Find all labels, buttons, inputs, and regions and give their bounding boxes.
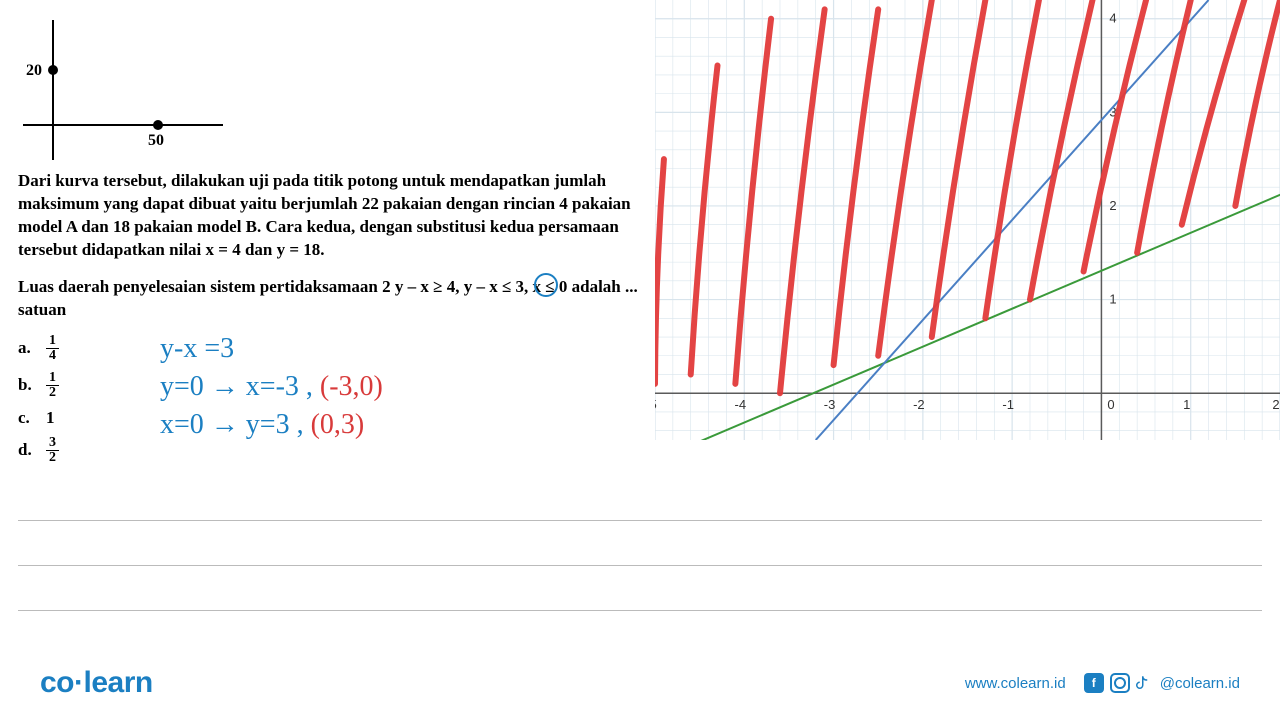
hw2a: y=0 → x=-3 , xyxy=(160,371,313,402)
handwritten-line-3: x=0 → y=3 , (0,3) xyxy=(160,406,383,444)
rule-2 xyxy=(18,565,1262,566)
svg-text:1: 1 xyxy=(1183,397,1190,412)
footer-url: www.colearn.id xyxy=(965,675,1066,692)
hw3a: x=0 → y=3 , xyxy=(160,409,304,440)
mini-axis-graph: 20 50 xyxy=(18,20,228,150)
mini-graph-svg xyxy=(18,20,228,170)
handwritten-line-2: y=0 → x=-3 , (-3,0) xyxy=(160,368,383,406)
logo-part-a: co xyxy=(40,666,74,699)
question-text: Luas daerah penyelesaian sistem pertidak… xyxy=(18,276,638,322)
svg-text:-3: -3 xyxy=(824,397,836,412)
option-fraction: 14 xyxy=(46,334,59,363)
svg-text:1: 1 xyxy=(1109,292,1116,307)
handwritten-work: y-x =3 y=0 → x=-3 , (-3,0) x=0 → y=3 , (… xyxy=(160,330,383,443)
option-letter: b. xyxy=(18,375,46,395)
footer: co·learn www.colearn.id f @colearn.id xyxy=(0,666,1280,700)
hw3b: (0,3) xyxy=(311,409,365,440)
circle-annotation xyxy=(534,273,558,297)
svg-text:-5: -5 xyxy=(655,397,657,412)
rule-3 xyxy=(18,610,1262,611)
facebook-icon: f xyxy=(1084,673,1104,693)
handwritten-line-1: y-x =3 xyxy=(160,330,383,368)
option-fraction: 32 xyxy=(46,436,59,465)
logo: co·learn xyxy=(40,666,153,700)
svg-text:-4: -4 xyxy=(735,397,747,412)
mini-x-label: 50 xyxy=(148,132,164,150)
footer-handle: @colearn.id xyxy=(1160,675,1240,692)
svg-text:2: 2 xyxy=(1109,198,1116,213)
question-circled-symbol: ≤ xyxy=(502,277,511,296)
svg-text:2: 2 xyxy=(1272,397,1279,412)
hw2b: (-3,0) xyxy=(320,371,383,402)
option-letter: a. xyxy=(18,338,46,358)
question-pre: Luas daerah penyelesaian sistem pertidak… xyxy=(18,277,502,296)
svg-text:4: 4 xyxy=(1109,11,1116,26)
logo-dot: · xyxy=(74,666,84,699)
chart-svg: -5-4-3-2-10121234 xyxy=(655,0,1280,440)
footer-right: www.colearn.id f @colearn.id xyxy=(965,673,1240,693)
explanation-paragraph: Dari kurva tersebut, dilakukan uji pada … xyxy=(18,170,638,262)
svg-text:-2: -2 xyxy=(913,397,925,412)
mini-y-label: 20 xyxy=(26,62,42,80)
instagram-icon xyxy=(1110,673,1130,693)
tiktok-icon xyxy=(1136,674,1154,692)
social-icons: f @colearn.id xyxy=(1084,673,1240,693)
option-value: 1 xyxy=(46,408,55,428)
main-chart: -5-4-3-2-10121234 xyxy=(655,0,1280,440)
option-letter: c. xyxy=(18,408,46,428)
rule-1 xyxy=(18,520,1262,521)
svg-text:0: 0 xyxy=(1107,397,1114,412)
option-fraction: 12 xyxy=(46,371,59,400)
option-letter: d. xyxy=(18,440,46,460)
logo-part-b: learn xyxy=(84,666,153,699)
svg-text:-1: -1 xyxy=(1002,397,1014,412)
